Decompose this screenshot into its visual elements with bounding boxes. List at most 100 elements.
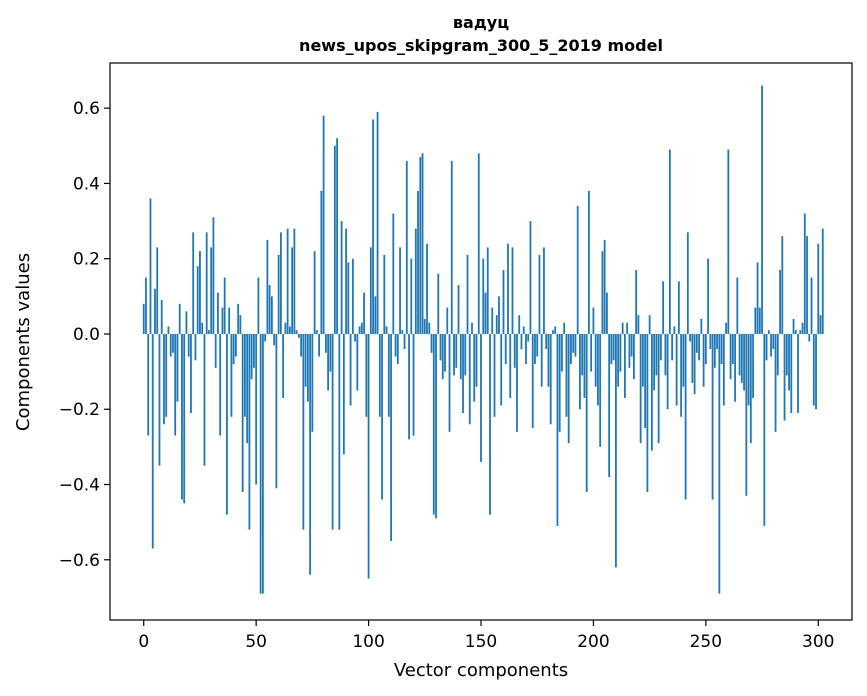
bar-106 xyxy=(381,333,383,500)
bar-159 xyxy=(500,333,503,406)
bar-146 xyxy=(471,322,473,334)
bar-62 xyxy=(282,333,285,398)
bar-216 xyxy=(628,333,631,368)
bar-12 xyxy=(169,333,172,357)
bar-235 xyxy=(671,333,674,361)
bar-285 xyxy=(783,333,786,421)
x-tick-label-100: 100 xyxy=(352,632,384,652)
bar-274 xyxy=(758,307,761,334)
bar-140 xyxy=(457,285,460,334)
bar-188 xyxy=(565,333,568,417)
bar-199 xyxy=(590,333,593,372)
bar-279 xyxy=(770,333,772,357)
bar-15 xyxy=(176,333,179,402)
bar-13 xyxy=(172,333,174,353)
bar-65 xyxy=(288,326,291,334)
bar-203 xyxy=(599,333,602,447)
bar-249 xyxy=(702,333,705,387)
bar-198 xyxy=(588,190,590,334)
bar-114 xyxy=(399,247,401,334)
bar-195 xyxy=(581,333,584,376)
bar-41 xyxy=(235,333,237,357)
bar-89 xyxy=(342,333,345,455)
bar-92 xyxy=(349,333,352,406)
bar-124 xyxy=(421,153,424,334)
bar-113 xyxy=(396,333,399,365)
bar-39 xyxy=(230,333,233,417)
bar-185 xyxy=(558,333,561,432)
bar-24 xyxy=(196,266,199,334)
bar-224 xyxy=(646,333,649,493)
bar-226 xyxy=(650,333,653,451)
bar-262 xyxy=(731,333,734,365)
bar-112 xyxy=(394,333,397,357)
bar-169 xyxy=(522,326,525,334)
bar-47 xyxy=(248,333,251,530)
bar-111 xyxy=(392,213,395,334)
bar-256 xyxy=(718,333,721,594)
bar-288 xyxy=(790,333,793,414)
bar-202 xyxy=(597,333,599,406)
bar-37 xyxy=(226,333,228,515)
bar-58 xyxy=(273,333,276,346)
bar-194 xyxy=(579,333,581,410)
bar-269 xyxy=(747,333,750,406)
bar-55 xyxy=(266,239,269,334)
bar-139 xyxy=(455,333,458,368)
bar-116 xyxy=(403,333,406,350)
bar-190 xyxy=(570,333,572,365)
bar-25 xyxy=(199,251,201,334)
bar-253 xyxy=(711,333,714,500)
bar-143 xyxy=(464,333,467,376)
bar-147 xyxy=(473,333,476,402)
bar-103 xyxy=(374,296,377,334)
bar-207 xyxy=(608,333,611,477)
bar-141 xyxy=(459,333,462,380)
bar-211 xyxy=(617,333,620,387)
bar-239 xyxy=(680,333,683,417)
bar-191 xyxy=(572,333,575,353)
bar-152 xyxy=(484,292,487,334)
bar-281 xyxy=(774,333,777,432)
bar-173 xyxy=(531,333,534,429)
bar-67 xyxy=(293,228,296,334)
y-tick-label-2: −0.2 xyxy=(59,400,100,420)
bar-42 xyxy=(237,303,240,334)
bar-302 xyxy=(821,228,824,334)
bar-10 xyxy=(165,333,168,417)
bar-183 xyxy=(554,326,557,334)
bar-32 xyxy=(214,333,217,368)
bar-126 xyxy=(426,243,428,334)
bar-175 xyxy=(536,333,539,357)
bar-49 xyxy=(253,333,255,368)
bar-19 xyxy=(185,311,188,334)
bar-54 xyxy=(264,333,267,342)
bar-268 xyxy=(745,333,748,496)
bar-155 xyxy=(491,307,494,334)
bar-287 xyxy=(788,333,790,391)
bar-74 xyxy=(309,333,312,575)
bar-59 xyxy=(275,333,278,489)
bar-76 xyxy=(313,251,316,334)
bar-129 xyxy=(432,333,435,515)
bar-31 xyxy=(212,217,215,334)
bar-86 xyxy=(336,138,338,334)
bar-171 xyxy=(527,333,530,342)
x-tick-label-0: 0 xyxy=(138,632,149,652)
bar-36 xyxy=(223,277,226,334)
bar-26 xyxy=(201,322,204,334)
bar-46 xyxy=(246,333,249,444)
bar-229 xyxy=(657,333,660,444)
bar-286 xyxy=(785,333,788,376)
bar-4 xyxy=(151,333,154,549)
bar-153 xyxy=(486,247,489,334)
bar-90 xyxy=(345,228,347,334)
bar-122 xyxy=(417,190,419,334)
bar-300 xyxy=(817,243,820,334)
y-axis-ticks: −0.6 −0.4 −0.2 0.0 0.2 0.4 0.6 xyxy=(59,99,110,571)
bar-166 xyxy=(516,333,518,432)
bar-270 xyxy=(749,333,752,444)
bar-83 xyxy=(329,333,332,372)
bar-294 xyxy=(803,213,806,334)
